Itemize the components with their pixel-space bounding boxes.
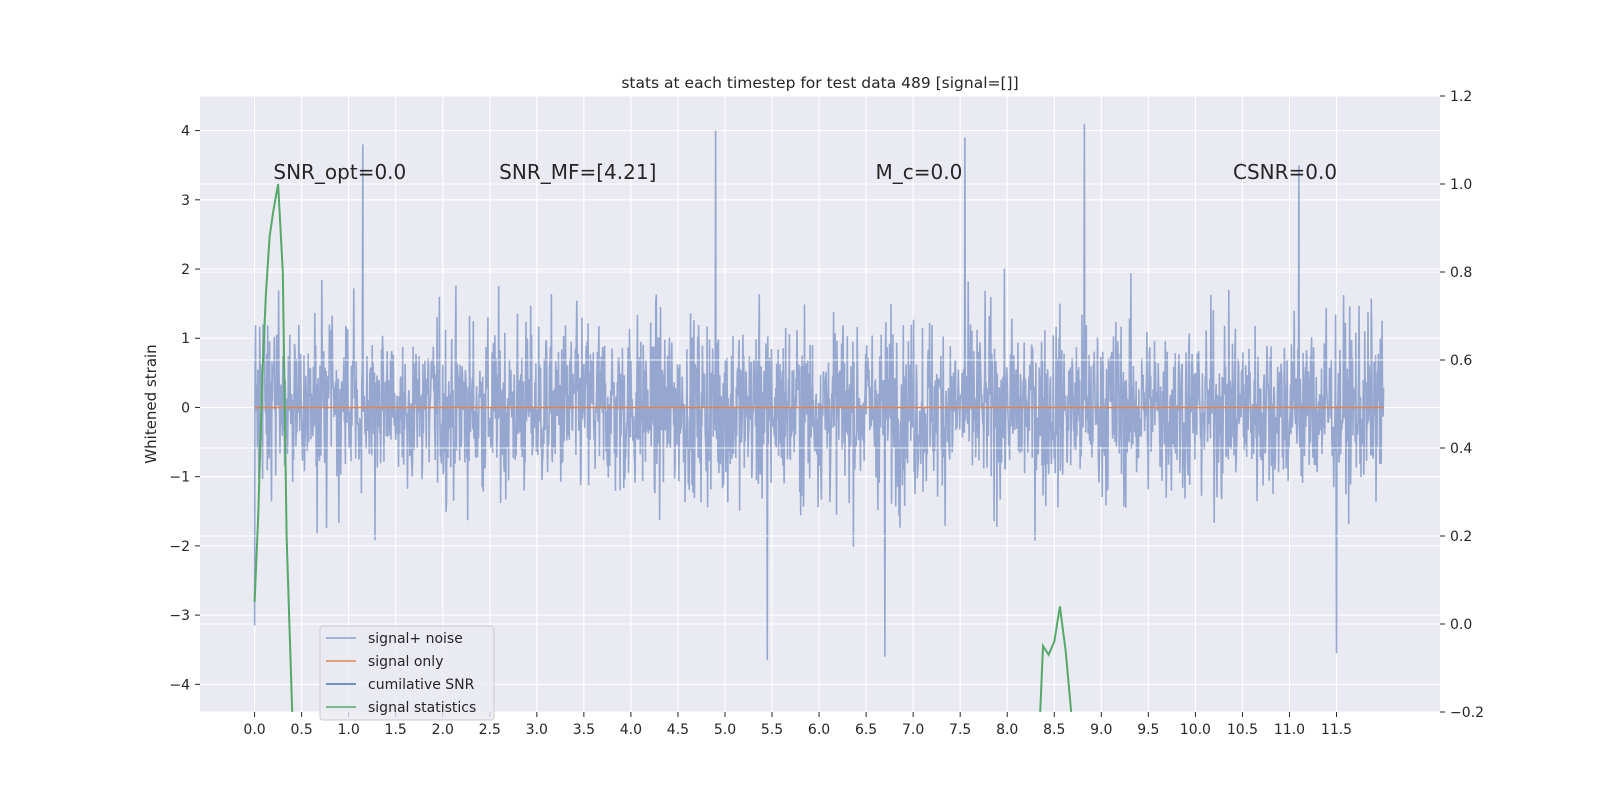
x-tick-label: 5.0 — [714, 722, 736, 738]
x-tick-label: 4.0 — [620, 722, 642, 738]
series-signal-statistics — [253, 183, 1073, 713]
x-tick-label: 10.0 — [1180, 722, 1211, 738]
x-tick-label: 5.5 — [761, 722, 783, 738]
signal-plus-noise-line — [253, 123, 1385, 661]
y-tick-label-left: −4 — [169, 677, 190, 693]
x-tick-label: 3.0 — [526, 722, 548, 738]
y-tick-label-right: 0.4 — [1450, 441, 1472, 457]
x-tick-label: 9.0 — [1090, 722, 1112, 738]
x-tick-label: 11.0 — [1274, 722, 1305, 738]
y-tick-label-right: 0.6 — [1450, 353, 1472, 369]
legend-box — [319, 625, 495, 721]
x-tick-label: 1.5 — [385, 722, 407, 738]
legend: signal+ noise signal only cumilative SNR… — [319, 625, 495, 721]
legend-label-cumulative-snr: cumilative SNR — [368, 677, 475, 693]
y-axis-left: 4 3 2 1 0 −1 −2 −3 −4 — [169, 124, 200, 693]
x-tick-label: 8.5 — [1043, 722, 1065, 738]
y-tick-label-left: −2 — [169, 539, 190, 555]
x-axis: 0.0 0.5 1.0 1.5 2.0 2.5 3.0 3.5 4.0 4.5 5.0 5.5 6.0 6… — [243, 712, 1352, 738]
y-tick-label-right: 0.8 — [1450, 265, 1472, 281]
x-tick-label: 3.5 — [573, 722, 595, 738]
y-tick-label-right: 1.0 — [1450, 177, 1472, 193]
x-tick-label: 2.0 — [432, 722, 454, 738]
x-tick-label: 1.0 — [338, 722, 360, 738]
y-tick-label-left: 4 — [181, 124, 190, 140]
series-signal-plus-noise — [200, 123, 1440, 661]
y-tick-label-left: 1 — [181, 331, 190, 347]
x-tick-label: 9.5 — [1137, 722, 1159, 738]
x-tick-label: 7.0 — [902, 722, 924, 738]
y-tick-label-left: 2 — [181, 262, 190, 278]
y-tick-label-right: 0.2 — [1450, 529, 1472, 545]
y-tick-label-left: 0 — [181, 400, 190, 416]
x-tick-label: 2.5 — [479, 722, 501, 738]
annotation: SNR_opt=0.0 — [273, 160, 406, 184]
legend-label-signal-plus-noise: signal+ noise — [368, 631, 463, 647]
x-tick-label: 6.0 — [808, 722, 830, 738]
annotation: CSNR=0.0 — [1233, 160, 1337, 184]
annotation: SNR_MF=[4.21] — [499, 160, 656, 184]
legend-label-signal-only: signal only — [368, 654, 443, 670]
annotations: SNR_opt=0.0 SNR_MF=[4.21] M_c=0.0 CSNR=0.0 — [273, 160, 1337, 184]
x-tick-label: 10.5 — [1227, 722, 1258, 738]
chart-title: stats at each timestep for test data 489… — [621, 74, 1018, 92]
y-tick-label-right: 0.0 — [1450, 617, 1472, 633]
y-tick-label-right: 1.2 — [1450, 89, 1472, 105]
legend-label-signal-statistics: signal statistics — [368, 700, 476, 716]
y-tick-label-left: −3 — [169, 608, 190, 624]
y-axis-right: 1.2 1.0 0.8 0.6 0.4 0.2 0.0 −0.2 — [1440, 89, 1484, 721]
x-tick-label: 6.5 — [855, 722, 877, 738]
y-tick-label-right: −0.2 — [1450, 705, 1484, 721]
signal-statistics-line — [1039, 606, 1073, 713]
x-tick-label: 4.5 — [667, 722, 689, 738]
y-tick-label-left: −1 — [169, 470, 190, 486]
x-tick-label: 11.5 — [1321, 722, 1352, 738]
y-axis-label: Whitened strain — [142, 344, 160, 463]
x-tick-label: 0.5 — [290, 722, 312, 738]
annotation: M_c=0.0 — [876, 160, 963, 184]
signal-statistics-line — [253, 183, 294, 713]
x-tick-label: 7.5 — [949, 722, 971, 738]
y-tick-label-left: 3 — [181, 193, 190, 209]
x-tick-label: 8.0 — [996, 722, 1018, 738]
x-tick-label: 0.0 — [243, 722, 265, 738]
